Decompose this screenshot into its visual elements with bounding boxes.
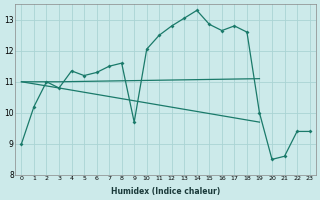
X-axis label: Humidex (Indice chaleur): Humidex (Indice chaleur) [111,187,220,196]
